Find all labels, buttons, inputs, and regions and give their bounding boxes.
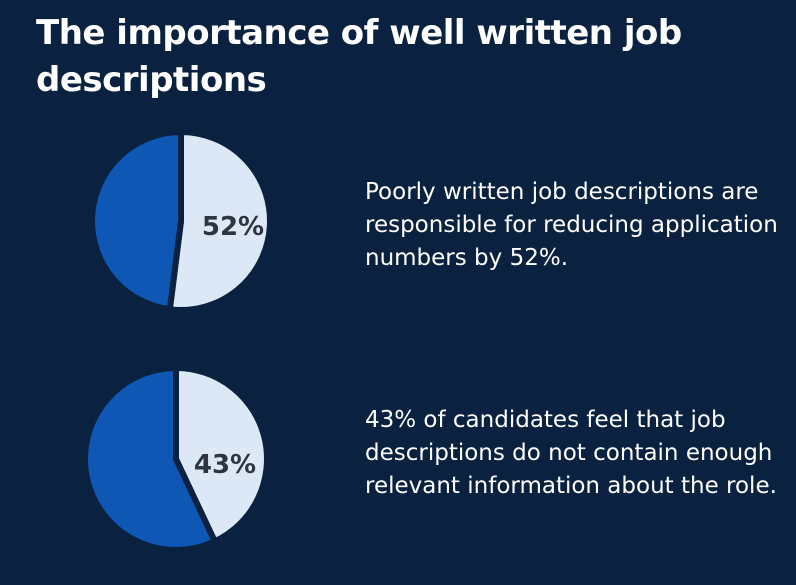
pie-2-slice-1 xyxy=(173,365,270,545)
caption-1: Poorly written job descriptions are resp… xyxy=(365,179,778,271)
page-title: The importance of well written job descr… xyxy=(36,13,682,100)
pie-2-label: 43% xyxy=(194,450,256,480)
pie-1-slice-1 xyxy=(166,129,273,313)
pie-2-slice-2 xyxy=(82,365,218,553)
caption-2: 43% of candidates feel that job descript… xyxy=(365,407,777,499)
pie-1-slice-2 xyxy=(89,129,184,313)
pie-1-label: 52% xyxy=(202,212,264,242)
